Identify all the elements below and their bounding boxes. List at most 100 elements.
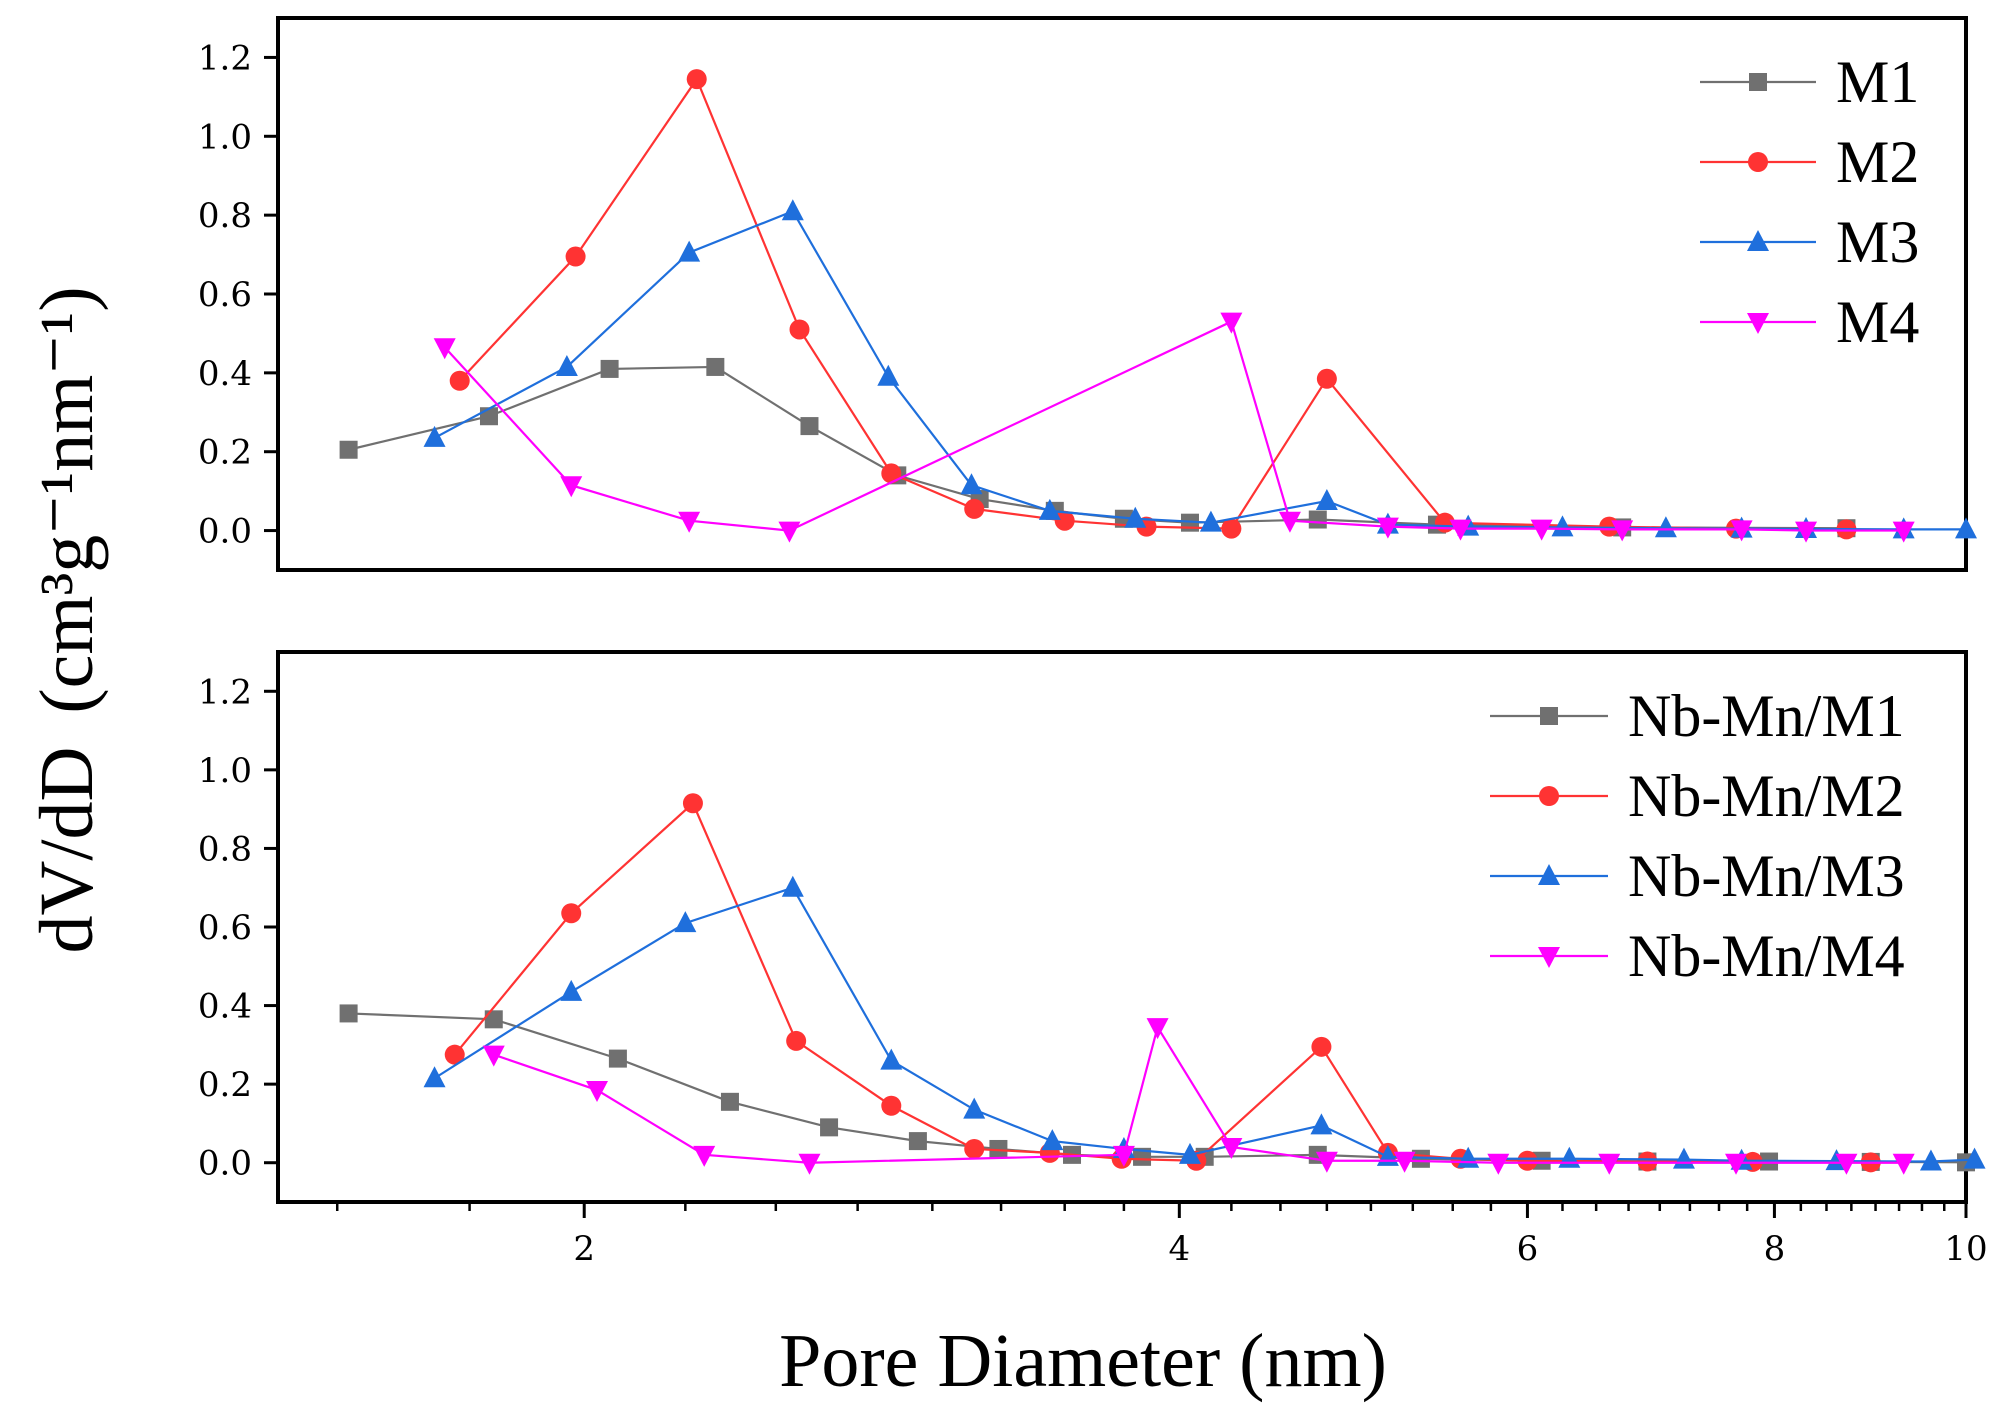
data-point [693, 1145, 716, 1167]
top-panel: 0.0 0.2 0.4 0.6 0.8 1.0 1.2 M1 M2 M3 M4 [198, 16, 1977, 572]
x-tick-label: 2 [573, 1229, 595, 1269]
data-point [786, 1030, 807, 1051]
data-point [881, 1095, 902, 1116]
data-point [423, 1066, 446, 1088]
series-line-nb-mn-m4 [493, 1024, 1904, 1164]
data-point [1835, 1153, 1858, 1175]
data-point [1955, 517, 1977, 539]
data-point [964, 1138, 985, 1159]
y-tick-label: 0.0 [198, 512, 252, 552]
data-point [339, 1004, 358, 1023]
data-point [433, 338, 456, 360]
data-point [1963, 1147, 1986, 1169]
y-tick-label: 0.0 [198, 1144, 252, 1184]
data-point [484, 1010, 503, 1029]
top-series-group [339, 69, 1977, 543]
data-point [561, 903, 582, 924]
data-point [1221, 518, 1242, 539]
legend-marker [1538, 947, 1560, 968]
y-tick-label: 1.2 [198, 38, 252, 78]
y-axis-title: dV/dD (cm³g⁻¹nm⁻¹) [25, 286, 109, 953]
series-line-nb-mn-m2 [453, 801, 1871, 1164]
data-point [1124, 506, 1147, 528]
x-axis-title: Pore Diameter (nm) [779, 1319, 1387, 1403]
bottom-panel: 0.0 0.2 0.4 0.6 0.8 1.0 1.2 2 4 6 8 10 Nb-Mn/M1 Nb-Mn… [198, 650, 1988, 1269]
data-point [1220, 1138, 1243, 1159]
data-point [960, 473, 983, 495]
series-line-m4 [443, 320, 1904, 532]
top-plot-frame [276, 16, 1968, 572]
legend-marker [1538, 864, 1560, 885]
data-point [720, 1092, 739, 1111]
data-point [1672, 1147, 1695, 1169]
legend-item: M2 [1700, 129, 1919, 195]
y-tick-label: 1.0 [198, 117, 252, 157]
data-point [798, 1153, 821, 1175]
data-point [444, 1044, 465, 1065]
data-point [781, 199, 804, 221]
bottom-series-group [339, 793, 1986, 1175]
x-tick-label: 10 [1944, 1229, 1987, 1269]
data-point [1558, 1146, 1581, 1168]
legend-label: Nb-Mn/M1 [1628, 683, 1905, 749]
legend-label: M4 [1836, 289, 1919, 355]
data-point [706, 357, 725, 376]
legend-item: Nb-Mn/M4 [1490, 923, 1905, 989]
legend-item: Nb-Mn/M2 [1490, 763, 1905, 829]
y-tick-label: 0.8 [198, 829, 252, 869]
data-point [1308, 510, 1327, 529]
legend-item: Nb-Mn/M3 [1490, 843, 1905, 909]
data-point [1311, 1036, 1332, 1057]
svg-text:dV/dD (cm³g⁻¹nm⁻¹): dV/dD (cm³g⁻¹nm⁻¹) [25, 286, 109, 953]
data-point [1530, 519, 1553, 541]
data-point [1892, 1153, 1915, 1175]
data-point [908, 1132, 927, 1151]
data-point [1449, 519, 1472, 541]
legend-label: M2 [1836, 129, 1919, 195]
legend-marker [1539, 786, 1559, 806]
data-point [800, 417, 819, 436]
data-point [1315, 1151, 1338, 1173]
data-point [555, 354, 578, 376]
y-axis-title-main: dV/dD [25, 747, 109, 954]
data-point [963, 1097, 986, 1119]
data-point [1551, 515, 1574, 537]
y-tick-label: 0.6 [198, 275, 252, 315]
legend-item: Nb-Mn/M1 [1490, 683, 1905, 749]
y-tick-label: 0.8 [198, 196, 252, 236]
legend-marker [1747, 230, 1769, 251]
data-point [1278, 511, 1301, 533]
data-point [1316, 368, 1337, 389]
data-point [1487, 1153, 1510, 1175]
series-line-m3 [434, 209, 1966, 531]
data-point [881, 463, 902, 484]
data-point [880, 1048, 903, 1070]
series-line-m1 [348, 365, 1847, 530]
x-tick-label: 4 [1169, 1229, 1191, 1269]
data-point [1315, 489, 1338, 510]
y-tick-label: 0.6 [198, 908, 252, 948]
data-point [482, 1045, 505, 1067]
legend-marker [1540, 707, 1558, 725]
data-point [608, 1049, 627, 1068]
data-point [781, 875, 804, 897]
data-point [1637, 1151, 1658, 1172]
data-point [586, 1081, 609, 1103]
data-point [1654, 516, 1677, 538]
data-point [1199, 510, 1222, 532]
data-point [789, 319, 810, 340]
data-point [1038, 498, 1061, 520]
legend-marker [1747, 313, 1769, 334]
data-point [1393, 1151, 1416, 1173]
data-point [1220, 312, 1243, 334]
legend-label: Nb-Mn/M3 [1628, 843, 1905, 909]
data-point [1133, 1147, 1152, 1166]
data-point [339, 440, 358, 459]
data-point [600, 359, 619, 378]
data-point [778, 521, 801, 543]
legend-label: M1 [1836, 49, 1919, 115]
y-tick-label: 0.2 [198, 433, 252, 473]
legend-label: M3 [1836, 209, 1919, 275]
data-point [1041, 1129, 1064, 1151]
